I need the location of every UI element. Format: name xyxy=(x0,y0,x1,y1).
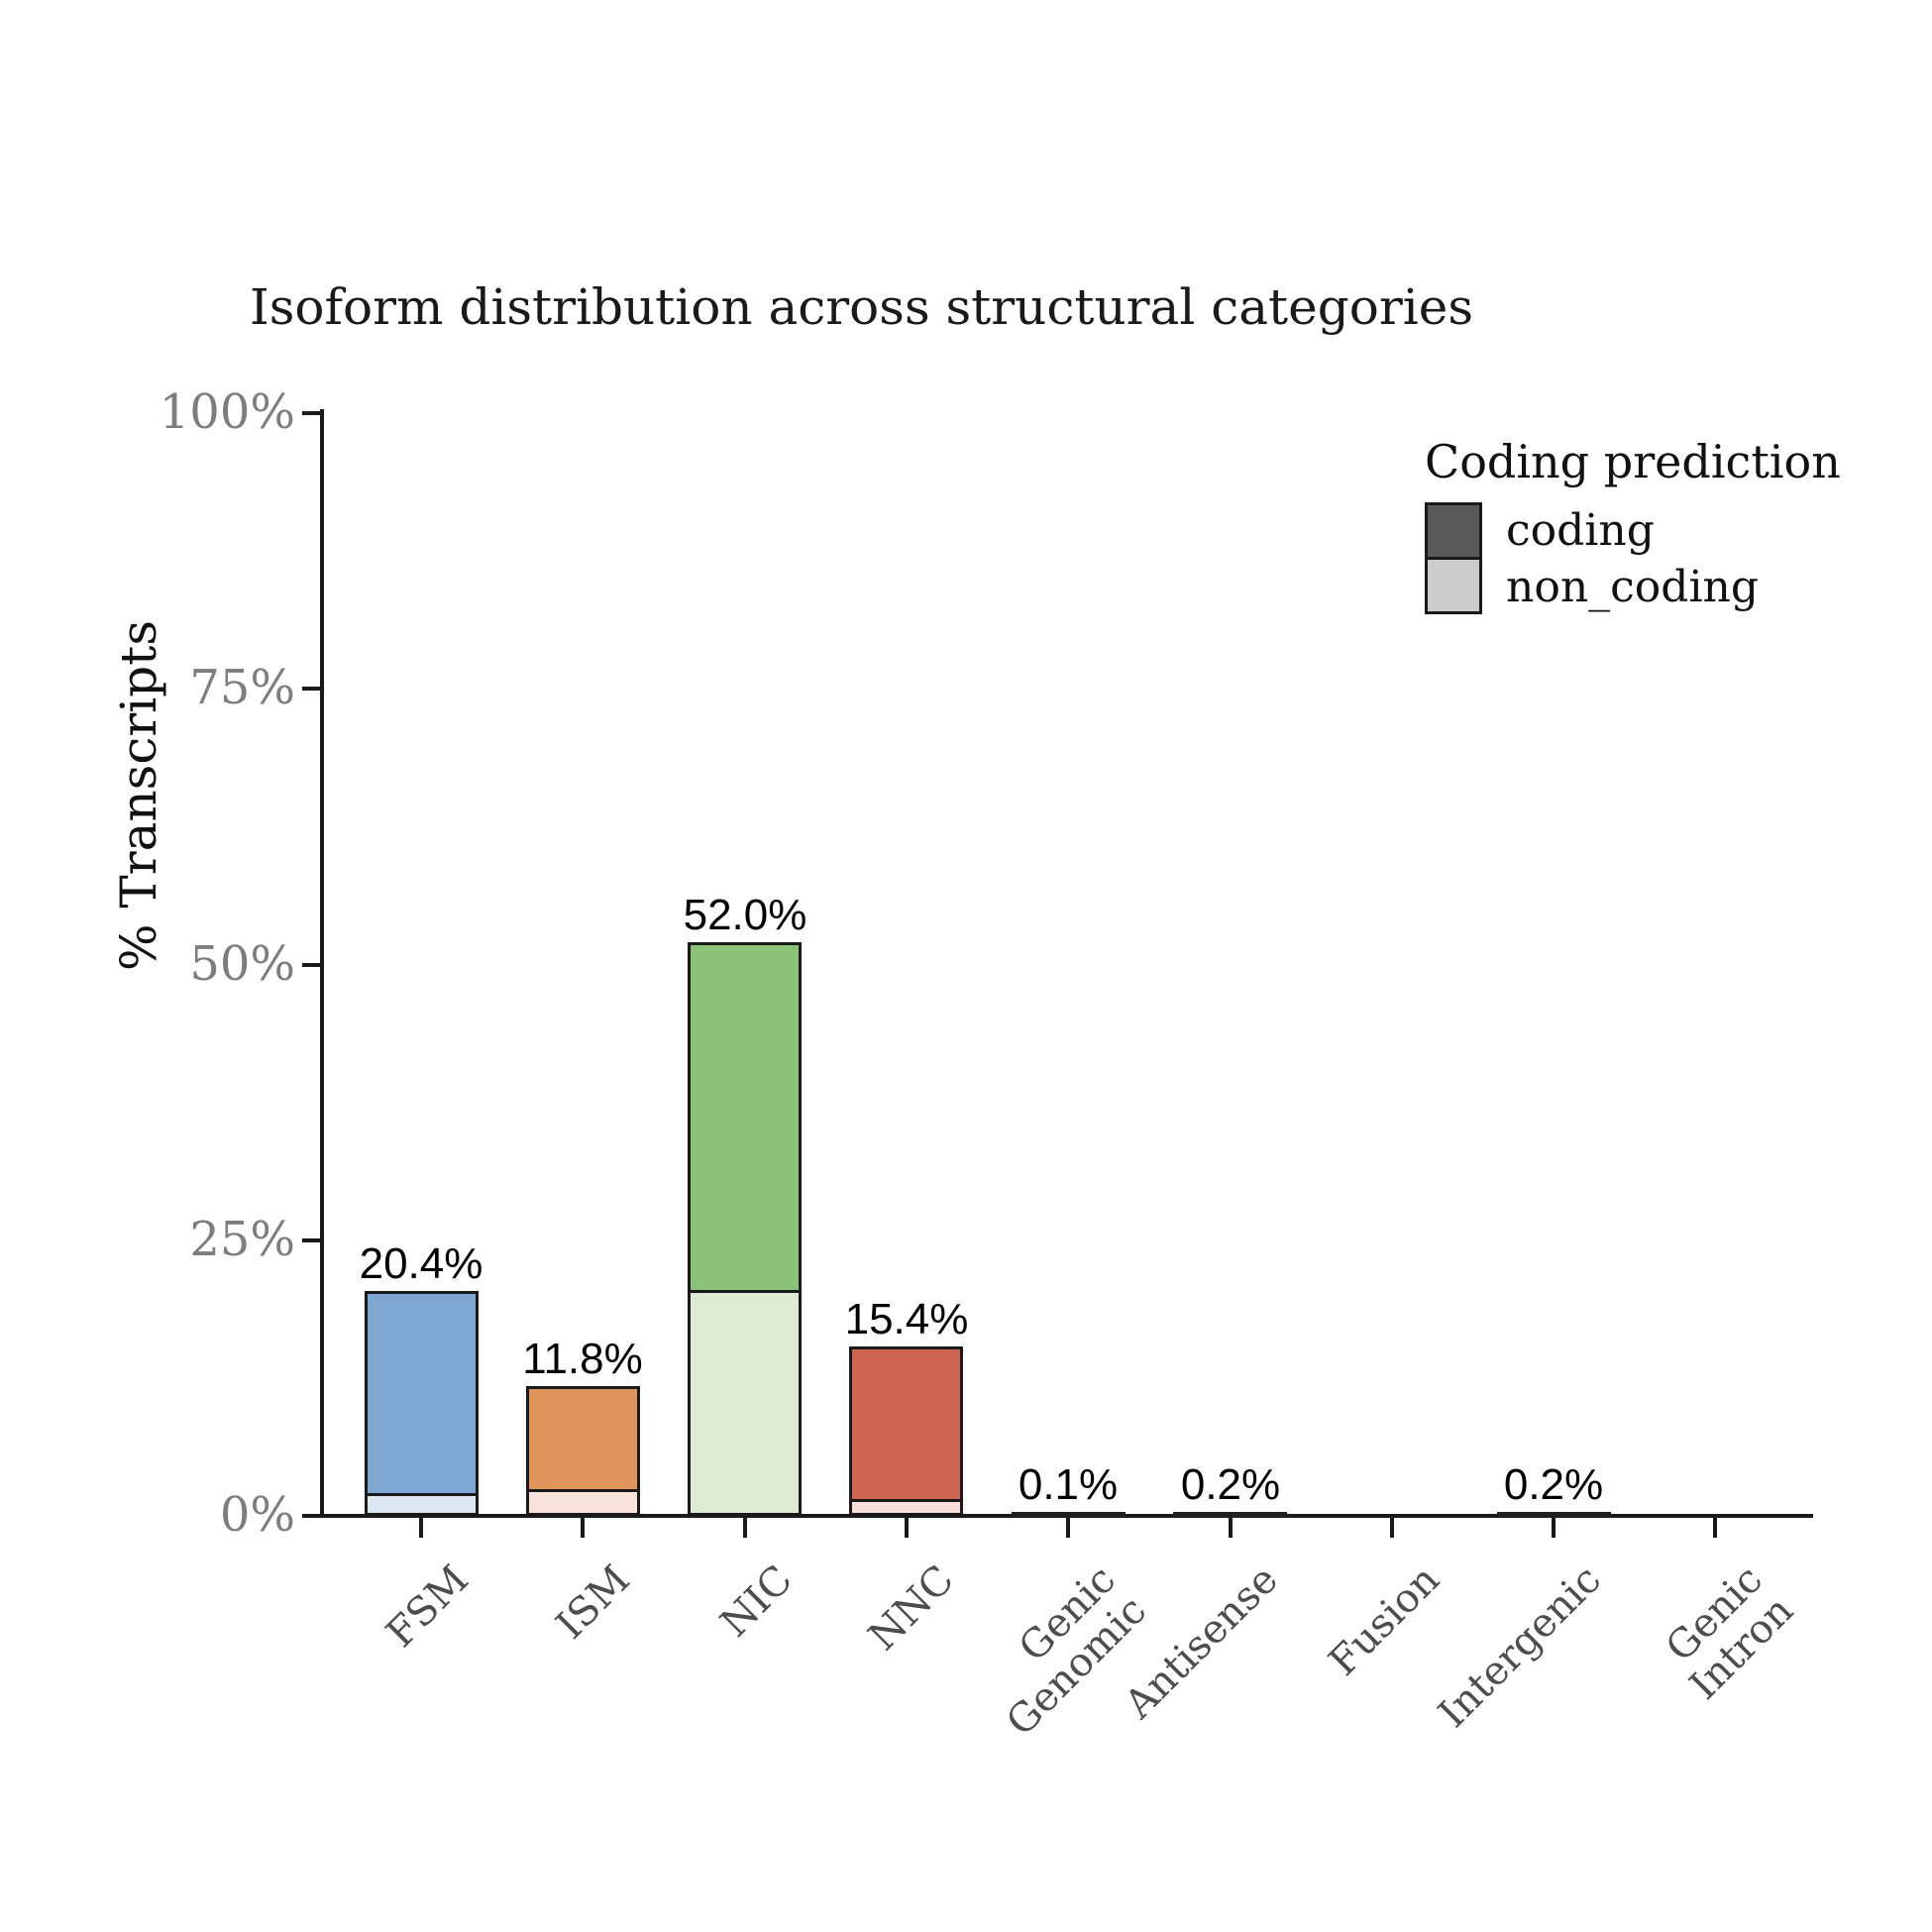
bar-ism xyxy=(526,1386,640,1516)
chart-title: Isoform distribution across structural c… xyxy=(250,278,1473,336)
y-tick-50 xyxy=(302,963,322,967)
x-tick-nnc xyxy=(905,1518,909,1538)
y-axis-line xyxy=(320,409,324,1518)
bar-segment-noncoding-nnc xyxy=(852,1499,960,1513)
bar-nnc xyxy=(849,1346,963,1516)
bar-nic xyxy=(688,942,802,1516)
x-tick-fusion xyxy=(1390,1518,1394,1538)
y-tick-label-25: 25% xyxy=(189,1212,295,1267)
y-axis-title: % Transcripts xyxy=(110,620,167,971)
legend-swatch-noncoding xyxy=(1425,557,1482,614)
y-tick-label-100: 100% xyxy=(159,384,295,440)
y-tick-label-0: 0% xyxy=(219,1487,295,1543)
y-tick-100 xyxy=(302,411,322,415)
x-tick-ism xyxy=(581,1518,585,1538)
x-tick-genic-genomic xyxy=(1066,1518,1070,1538)
y-tick-label-75: 75% xyxy=(189,660,295,715)
x-tick-nic xyxy=(743,1518,747,1538)
legend-title: Coding prediction xyxy=(1425,435,1841,488)
bar-antisense xyxy=(1173,1512,1287,1518)
bar-value-label-fsm: 20.4% xyxy=(359,1239,483,1288)
bar-segment-noncoding-ism xyxy=(529,1489,637,1513)
legend-swatch-coding xyxy=(1425,502,1482,560)
bar-value-label-nnc: 15.4% xyxy=(844,1295,969,1343)
x-tick-fsm xyxy=(419,1518,423,1538)
x-tick-intergenic xyxy=(1552,1518,1556,1538)
y-tick-0 xyxy=(302,1514,322,1518)
legend-label-noncoding: non_coding xyxy=(1506,562,1760,612)
bar-value-label-antisense: 0.2% xyxy=(1180,1460,1281,1509)
bar-value-label-intergenic: 0.2% xyxy=(1503,1460,1604,1509)
y-tick-75 xyxy=(302,687,322,691)
x-tick-genic-intron xyxy=(1713,1518,1717,1538)
legend-label-coding: coding xyxy=(1506,505,1655,556)
bar-value-label-nic: 52.0% xyxy=(683,891,807,939)
bar-intergenic xyxy=(1497,1512,1611,1518)
bar-value-label-genic-genomic: 0.1% xyxy=(1018,1460,1119,1509)
bar-genic-genomic xyxy=(1012,1512,1126,1518)
y-tick-label-50: 50% xyxy=(189,936,295,992)
x-tick-antisense xyxy=(1229,1518,1233,1538)
bar-segment-noncoding-nic xyxy=(691,1290,799,1513)
bar-segment-noncoding-fsm xyxy=(368,1493,476,1513)
bar-fsm xyxy=(365,1291,479,1516)
bar-value-label-ism: 11.8% xyxy=(522,1335,643,1383)
y-tick-25 xyxy=(302,1238,322,1242)
